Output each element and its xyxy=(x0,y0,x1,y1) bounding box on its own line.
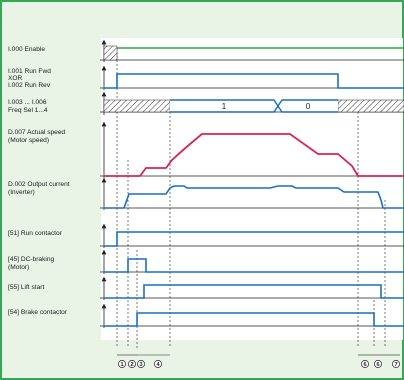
label-freq: I.003 ... I.006 Freq Sel 1...4 xyxy=(8,99,48,114)
freq-segment-1-label: 1 xyxy=(222,102,227,111)
time-marker-4-label: 4 xyxy=(156,362,160,368)
freq-segment-0-label: 0 xyxy=(306,102,311,111)
label-dc-braking-line-2: (Motor) xyxy=(8,264,29,271)
time-marker-5-label: 6 xyxy=(363,362,366,368)
enable-hatch xyxy=(103,45,118,61)
label-run-contactor-line: [51] Run contactor xyxy=(8,230,63,237)
label-current-line-1: D.002 Output current xyxy=(8,181,70,188)
freq-sel-signal: 1 0 xyxy=(103,99,404,113)
speed-curve xyxy=(104,133,404,177)
label-speed-line-2: (Motor speed) xyxy=(8,137,49,144)
label-current: D.002 Output current (Inverter) xyxy=(8,181,71,196)
label-speed-line-1: D.007 Actual speed xyxy=(8,129,66,136)
time-marker-6-label: 6 xyxy=(376,362,379,368)
label-run-line-1: I.001 Run Fwd xyxy=(8,68,51,75)
time-marker-1: 1 xyxy=(118,360,126,368)
freq-segment-0-outline xyxy=(277,99,338,113)
time-marker-7-label: 7 xyxy=(394,362,397,368)
label-dc-braking: [45] DC-braking (Motor) xyxy=(8,256,56,271)
label-current-line-2: (Inverter) xyxy=(8,189,35,196)
time-marker-5: 6 xyxy=(361,360,369,368)
brake-contactor-signal xyxy=(104,312,404,327)
label-enable: I.000 Enable xyxy=(8,46,45,53)
label-enable-line: I.000 Enable xyxy=(8,46,45,53)
label-run: I.001 Run Fwd XOR I.002 Run Rev xyxy=(8,68,53,89)
run-signal xyxy=(104,73,404,89)
time-marker-7: 7 xyxy=(392,360,400,368)
label-brake-contactor: [54] Brake contactor xyxy=(8,309,68,316)
time-marker-6: 6 xyxy=(374,360,382,368)
label-brake-contactor-line: [54] Brake contactor xyxy=(8,309,68,316)
label-run-line-2: XOR xyxy=(8,75,23,82)
freq-hatch-right xyxy=(337,99,404,113)
label-lift-start-line: [55] Lift start xyxy=(8,284,44,291)
freq-hatch-left xyxy=(103,99,171,113)
label-speed: D.007 Actual speed (Motor speed) xyxy=(8,129,67,144)
dc-braking-signal xyxy=(104,258,404,273)
time-marker-2: 2 xyxy=(128,360,136,368)
time-marker-4: 4 xyxy=(154,360,162,368)
time-marker-2-label: 2 xyxy=(130,362,133,368)
label-lift-start: [55] Lift start xyxy=(8,284,44,291)
time-marker-1-label: 1 xyxy=(120,362,123,368)
signal-labels: I.000 Enable I.001 Run Fwd XOR I.002 Run… xyxy=(8,46,71,316)
time-marker-3: 3 xyxy=(137,360,145,368)
time-markers: 1 2 3 4 6 6 7 xyxy=(118,360,400,368)
current-curve xyxy=(104,185,404,209)
label-run-contactor: [51] Run contactor xyxy=(8,230,63,237)
label-dc-braking-line-1: [45] DC-braking xyxy=(8,256,55,263)
time-marker-3-label: 3 xyxy=(139,362,142,368)
label-freq-line-1: I.003 ... I.006 xyxy=(8,99,47,106)
label-run-line-3: I.002 Run Rev xyxy=(8,82,51,89)
label-freq-line-2: Freq Sel 1...4 xyxy=(8,107,48,114)
lift-start-signal xyxy=(104,284,404,299)
run-contactor-signal xyxy=(104,231,404,247)
